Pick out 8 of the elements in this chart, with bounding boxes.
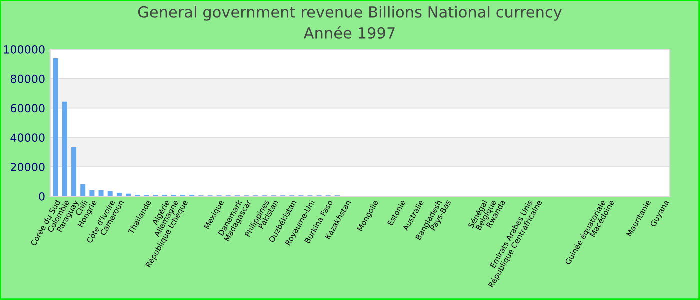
y-tick-label: 20000 — [11, 163, 45, 172]
chart-title: General government revenue Billions National currency — [138, 6, 562, 21]
y-tick-label: 40000 — [10, 134, 45, 142]
y-tick-label: 60000 — [10, 104, 45, 113]
y-tick-label: 80000 — [10, 74, 45, 84]
y-tick-label: 100000 — [4, 45, 45, 54]
y-tick-label: 0 — [39, 192, 45, 201]
chart-subtitle: Année 1997 — [304, 26, 395, 39]
